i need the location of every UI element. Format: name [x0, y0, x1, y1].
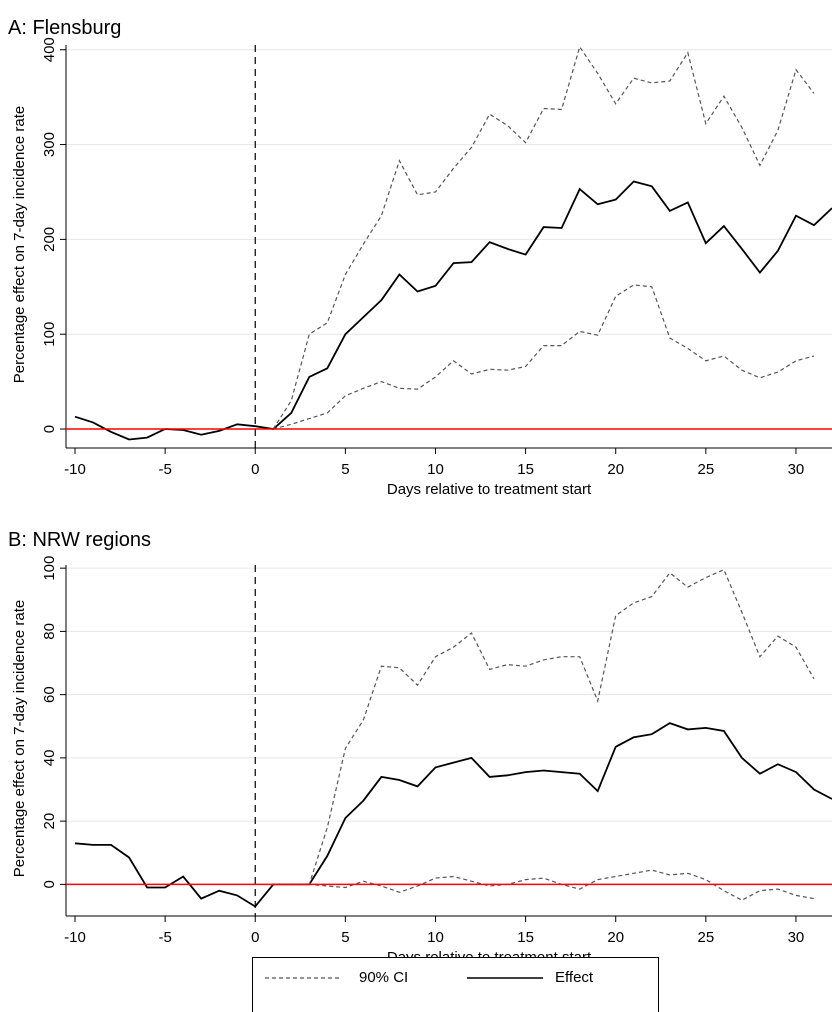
y-tick-label: 80: [41, 623, 58, 640]
x-tick-label: 25: [697, 929, 714, 946]
y-tick-label: 20: [41, 813, 58, 830]
x-tick-label: 20: [607, 461, 624, 478]
x-tick-label: -5: [158, 929, 171, 946]
y-tick-label: 100: [41, 556, 58, 581]
y-tick-label: 60: [41, 686, 58, 703]
y-axis-label: Percentage effect on 7-day incidence rat…: [11, 600, 28, 877]
panel-a-flensburg: 0 100 200 300 400 -10 -5 0 5 10 15 20 25 30 Days relat…: [8, 17, 832, 498]
x-tick-label: 10: [427, 461, 444, 478]
x-tick-label: 15: [517, 929, 534, 946]
chart-title: B: NRW regions: [8, 529, 151, 551]
x-tick-label: 20: [607, 929, 624, 946]
effect-series-line: [74, 722, 832, 908]
x-tick-label: 5: [341, 461, 349, 478]
x-tick-label: -10: [64, 461, 86, 478]
ci-series-line: [273, 568, 815, 886]
x-tick-label: 0: [251, 929, 259, 946]
x-tick-label: 15: [517, 461, 534, 478]
legend-swatch-effect: [467, 977, 543, 979]
y-tick-label: 0: [41, 425, 58, 433]
y-tick-label: 0: [41, 880, 58, 888]
ci-series-line: [273, 284, 815, 430]
x-tick-label: -10: [64, 929, 86, 946]
ci-series-line: [272, 45, 815, 430]
legend-label-effect: Effect: [555, 969, 594, 986]
legend-swatch-ci: [265, 977, 341, 979]
x-tick-label: 30: [788, 929, 805, 946]
y-axis-label: Percentage effect on 7-day incidence rat…: [11, 106, 28, 383]
x-tick-label: 30: [788, 461, 805, 478]
chart-title: A: Flensburg: [8, 17, 121, 39]
x-tick-label: -5: [158, 461, 171, 478]
ci-series-line: [273, 869, 815, 901]
y-tick-label: 40: [41, 750, 58, 767]
x-tick-label: 10: [427, 929, 444, 946]
x-axis-label: Days relative to treatment start: [387, 481, 592, 498]
y-tick-label: 200: [41, 227, 58, 252]
legend-label-ci: 90% CI: [359, 969, 409, 986]
effect-series-line: [74, 180, 832, 441]
y-tick-label: 400: [41, 37, 58, 62]
x-tick-label: 0: [251, 461, 259, 478]
y-tick-label: 100: [41, 322, 58, 347]
x-tick-label: 25: [697, 461, 714, 478]
legend: 90% CI Effect: [252, 957, 659, 1012]
y-tick-label: 300: [41, 132, 58, 157]
x-tick-label: 5: [341, 929, 349, 946]
